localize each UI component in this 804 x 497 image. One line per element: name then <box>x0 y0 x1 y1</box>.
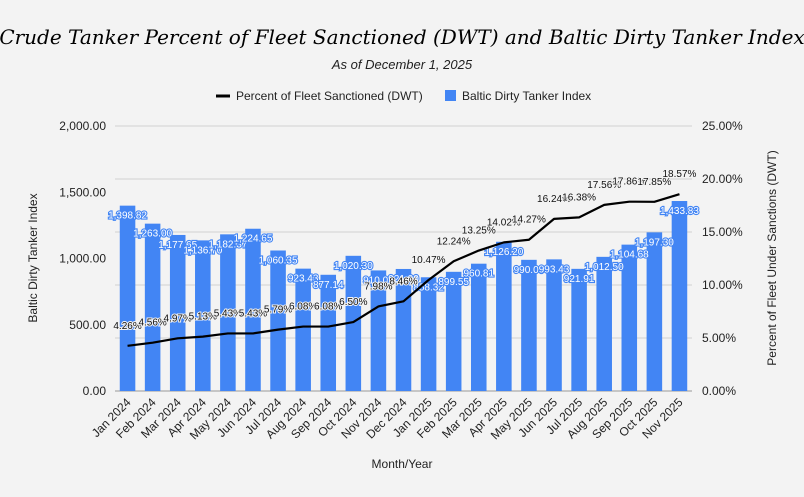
bar <box>671 201 688 391</box>
line-data-label: 5.79% <box>264 305 292 316</box>
line-data-label: 5.13% <box>189 312 217 323</box>
line-data-label: 8.46% <box>389 276 417 287</box>
line-data-label: 7.98% <box>364 281 392 292</box>
bar <box>195 240 211 391</box>
bar-data-label: 1,060.35 <box>259 256 298 267</box>
bar <box>345 255 362 391</box>
line-data-label: 14.27% <box>512 215 546 226</box>
line-data-label: 4.26% <box>113 321 141 332</box>
bar <box>370 270 387 391</box>
line-data-label: 4.56% <box>138 318 166 329</box>
left-tick-label: 1,000.00 <box>59 252 106 266</box>
bar <box>295 268 311 391</box>
bar <box>320 274 337 391</box>
right-tick-label: 20.00% <box>702 172 743 186</box>
line-data-label: 4.97% <box>164 313 192 324</box>
bar-data-label: 1,177.65 <box>158 240 197 251</box>
line-labels: 4.26%4.56%4.97%5.13%5.43%5.43%5.79%6.08%… <box>112 168 697 333</box>
left-axis-title: Baltic Dirty Tanker Index <box>26 193 40 322</box>
bar-data-label: 1,136.70 <box>183 245 222 256</box>
line-data-label: 17.56% <box>587 180 621 191</box>
bar <box>470 263 487 391</box>
right-tick-label: 10.00% <box>702 278 743 292</box>
chart-subtitle: As of December 1, 2025 <box>331 57 473 72</box>
line-data-label: 13.25% <box>462 226 496 237</box>
legend-label-bdti: Baltic Dirty Tanker Index <box>462 89 591 103</box>
bar <box>546 259 562 391</box>
right-tick-label: 15.00% <box>702 225 743 239</box>
bar-data-label: 1,012.50 <box>585 262 624 273</box>
bar-data-label: 899.55 <box>438 277 469 288</box>
bar-data-label: 1,126.20 <box>484 247 523 258</box>
bar <box>621 244 638 391</box>
bar-data-label: 993.43 <box>539 264 570 275</box>
legend: Percent of Fleet Sanctioned (DWT) Baltic… <box>216 89 591 103</box>
sanction-line <box>127 193 680 347</box>
bar-data-label: 1,020.30 <box>334 261 373 272</box>
x-axis-title: Month/Year <box>372 457 433 471</box>
left-tick-label: 500.00 <box>69 318 106 332</box>
sanction-line-path <box>127 193 680 347</box>
right-tick-label: 0.00% <box>702 384 736 398</box>
bar <box>571 268 587 391</box>
bar-data-label: 1,433.83 <box>660 206 699 217</box>
chart-title: Crude Tanker Percent of Fleet Sanctioned… <box>0 25 804 49</box>
bar <box>496 241 512 391</box>
line-data-label: 5.43% <box>214 308 242 319</box>
bar-data-label: 921.91 <box>564 274 595 285</box>
bar <box>596 256 612 391</box>
bar-data-label: 1,104.68 <box>610 250 649 261</box>
right-axis-ticks: 0.00% 5.00% 10.00% 15.00% 20.00% 25.00% <box>702 119 743 398</box>
legend-label-sanctioned: Percent of Fleet Sanctioned (DWT) <box>236 89 423 103</box>
line-data-label: 16.38% <box>562 192 596 203</box>
line-data-label: 16.24% <box>537 194 571 205</box>
bar <box>395 268 412 391</box>
bar-data-label: 877.14 <box>313 280 344 291</box>
legend-bar-swatch <box>445 90 456 101</box>
line-data-label: 10.47% <box>412 255 446 266</box>
right-axis-title: Percent of Fleet Under Sanctions (DWT) <box>765 150 779 365</box>
bar <box>220 234 236 391</box>
bar-data-label: 910.00 <box>363 275 394 286</box>
bar <box>445 271 462 391</box>
bar <box>144 223 161 391</box>
left-tick-label: 1,500.00 <box>59 185 106 199</box>
bar <box>245 228 261 391</box>
line-data-label: 17.86% <box>612 177 646 188</box>
line-data-label: 6.08% <box>314 302 342 313</box>
line-data-label: 6.50% <box>339 297 367 308</box>
bar-data-label: 858.32 <box>413 282 444 293</box>
left-tick-label: 0.00 <box>83 384 107 398</box>
line-data-label: 17.85% <box>637 177 671 188</box>
bar <box>646 232 663 391</box>
right-tick-label: 25.00% <box>702 119 743 133</box>
bar-data-label: 1,197.30 <box>635 237 674 248</box>
bar-data-label: 1,224.65 <box>234 234 273 245</box>
bar-data-label: 923.43 <box>288 274 319 285</box>
bar-data-label: 1,398.82 <box>108 211 147 222</box>
bar <box>270 250 286 391</box>
bar-data-label: 921.00 <box>388 274 419 285</box>
bars <box>119 201 688 391</box>
bar-data-label: 1,182.37 <box>208 239 247 250</box>
line-data-label: 12.24% <box>437 236 471 247</box>
bar-labels: 1,398.82 1,263.001,177.651,136.701,182.37… <box>107 205 700 294</box>
line-data-label: 14.02% <box>487 217 521 228</box>
right-tick-label: 5.00% <box>702 331 736 345</box>
bar <box>420 277 437 391</box>
bar <box>521 259 537 391</box>
left-axis-ticks: 0.00 500.00 1,000.00 1,500.00 2,000.00 <box>59 119 106 398</box>
bar-data-label: 990.00 <box>514 265 545 276</box>
line-data-label: 18.57% <box>662 169 696 180</box>
left-tick-label: 2,000.00 <box>59 119 106 133</box>
line-data-label: 6.08% <box>289 302 317 313</box>
bar-data-label: 960.81 <box>463 269 494 280</box>
line-data-label: 5.43% <box>239 308 267 319</box>
bar-data-label: 1,263.00 <box>133 229 172 240</box>
bar <box>169 234 186 391</box>
